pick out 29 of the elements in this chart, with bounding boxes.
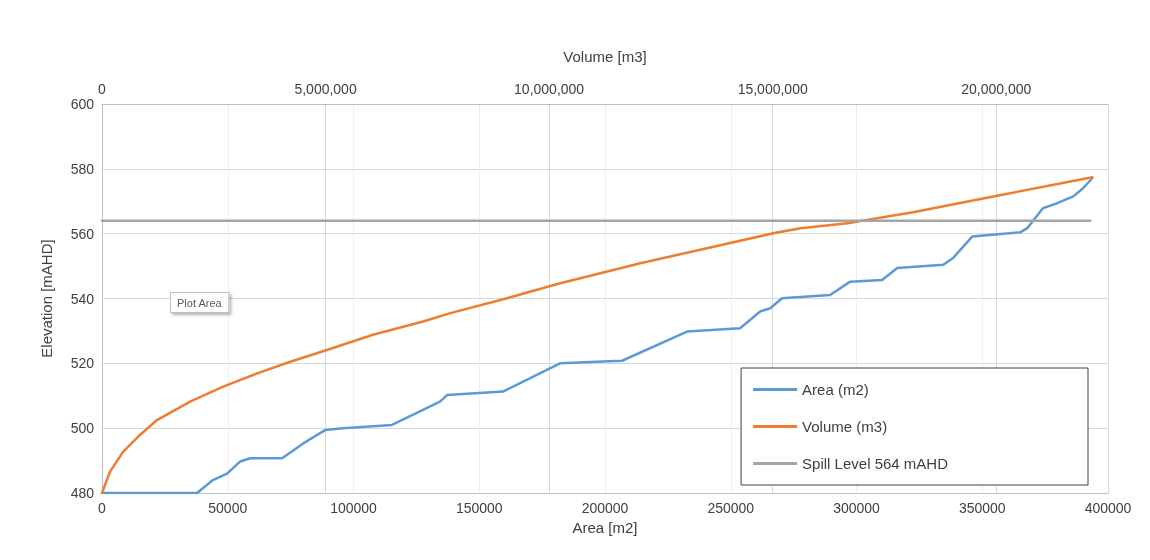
x-tick-label: 150000 xyxy=(455,500,503,516)
y-tick-label: 540 xyxy=(70,290,95,307)
x-tick-label: 100000 xyxy=(330,500,378,516)
line-series xyxy=(100,176,1094,495)
y-axis-title: Elevation [mAHD] xyxy=(38,239,55,358)
x-tick-label: 50000 xyxy=(208,500,248,516)
x2-tick-label: 10,000,000 xyxy=(514,81,585,97)
x2-tick-label: 15,000,000 xyxy=(737,81,808,97)
x2-tick-label: 0 xyxy=(98,81,107,97)
legend-label: Area (m2) xyxy=(802,381,869,398)
x-axis-title: Area [m2] xyxy=(572,518,638,536)
y-tick-label: 480 xyxy=(70,485,95,501)
x-tick-label: 200000 xyxy=(581,500,629,516)
annotation: Plot Area xyxy=(177,296,223,309)
x2-tick-label: 20,000,000 xyxy=(961,81,1032,97)
y-tick-label: 500 xyxy=(70,420,95,437)
x-tick-label: 0 xyxy=(98,500,107,516)
x2-tick-label: 5,000,000 xyxy=(294,81,357,97)
x-tick-label: 400000 xyxy=(1084,500,1132,516)
y-tick-label: 520 xyxy=(70,355,95,372)
x-tick-label: 300000 xyxy=(833,500,881,516)
legend-label: Volume (m3) xyxy=(802,418,888,435)
y-tick-label: 600 xyxy=(70,96,95,112)
y-tick-label: 580 xyxy=(70,160,95,177)
x-tick-label: 350000 xyxy=(958,500,1006,516)
legend-label: Spill Level 564 mAHD xyxy=(802,455,949,472)
x2-axis-title: Volume [m3] xyxy=(563,48,647,65)
x-tick-label: 250000 xyxy=(707,500,755,516)
y-tick-label: 560 xyxy=(70,225,95,242)
